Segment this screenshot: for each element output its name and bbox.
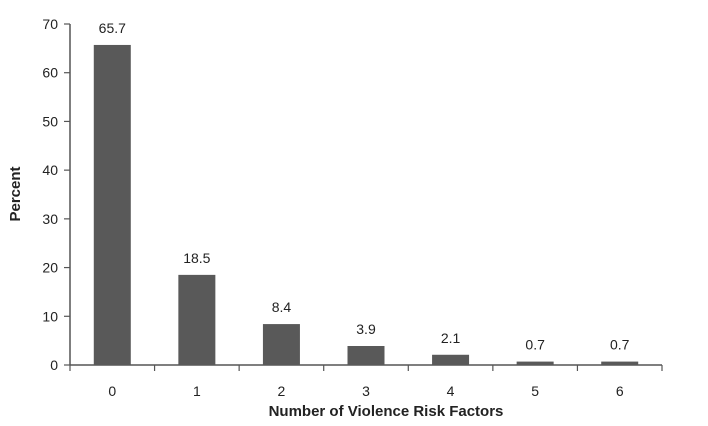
x-tick-label: 0 [108,383,116,399]
data-label: 3.9 [356,321,376,337]
bar [601,361,639,365]
x-tick-label: 3 [362,383,370,399]
bar [178,274,216,365]
data-label: 8.4 [272,299,292,315]
y-tick-label: 0 [50,357,58,373]
bars [93,44,639,365]
data-label: 18.5 [183,250,210,266]
data-label: 0.7 [525,337,545,353]
y-tick-label: 40 [42,162,58,178]
y-axis-title: Percent [7,166,24,221]
x-tick-label: 2 [278,383,286,399]
bar [262,324,300,365]
x-axis-title: Number of Violence Risk Factors [269,403,504,420]
y-tick-label: 20 [42,260,58,276]
y-axis: 0 10 20 30 40 50 60 70 [42,16,71,373]
y-tick-label: 30 [42,211,58,227]
data-label: 65.7 [99,20,126,36]
bar [93,44,131,365]
y-tick-label: 60 [42,65,58,81]
x-tick-label: 4 [447,383,455,399]
y-tick-label: 70 [42,16,58,32]
data-label: 2.1 [441,330,461,346]
data-label: 0.7 [610,337,630,353]
x-tick-label: 5 [531,383,539,399]
bar [432,354,470,365]
data-labels: 65.7 18.5 8.4 3.9 2.1 0.7 0.7 [99,20,630,353]
x-axis: 0 1 2 3 4 5 6 [69,364,663,399]
y-tick-label: 10 [42,308,58,324]
y-tick-label: 50 [42,113,58,129]
bar [347,346,385,365]
x-tick-label: 1 [193,383,201,399]
x-tick-label: 6 [616,383,624,399]
bar [516,361,554,365]
